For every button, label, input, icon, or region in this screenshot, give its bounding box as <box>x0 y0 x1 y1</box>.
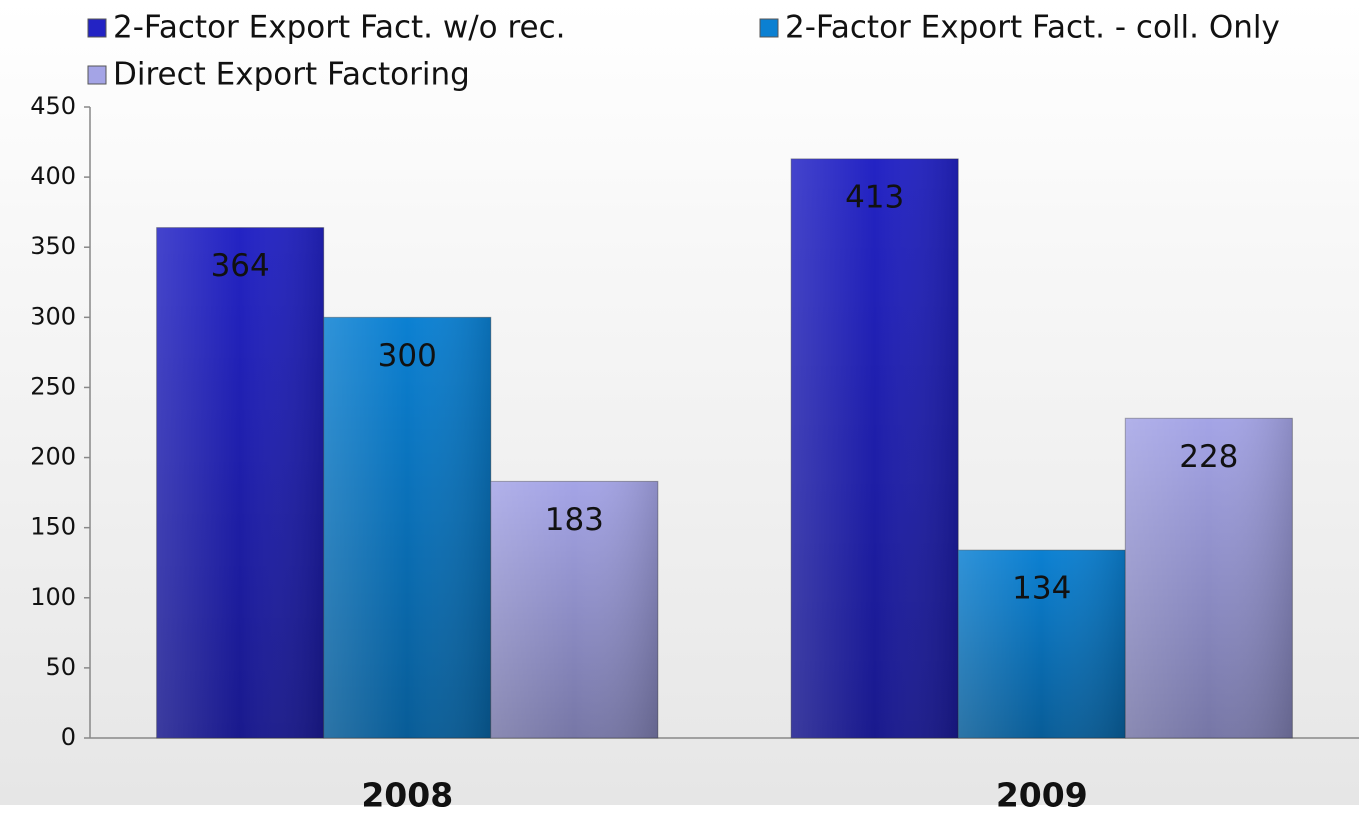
legend-marker <box>87 18 107 38</box>
value-label: 228 <box>1179 439 1238 475</box>
y-tick-label: 0 <box>61 723 76 751</box>
y-tick-label: 200 <box>30 443 76 471</box>
x-tick-label: 2008 <box>361 776 453 815</box>
value-label: 413 <box>845 179 904 215</box>
legend-label: 2-Factor Export Fact. - coll. Only <box>785 10 1280 46</box>
value-label: 364 <box>211 248 270 284</box>
y-tick-label: 100 <box>30 583 76 611</box>
legend-marker <box>759 18 779 38</box>
legend-label: Direct Export Factoring <box>113 57 470 93</box>
bar-shade <box>791 158 959 739</box>
value-label: 134 <box>1012 571 1071 607</box>
bar-shade <box>1125 418 1293 738</box>
y-tick-label: 450 <box>30 92 76 120</box>
value-label: 300 <box>378 338 437 374</box>
bar-shade <box>958 550 1126 738</box>
y-tick-label: 300 <box>30 302 76 330</box>
y-tick-label: 250 <box>30 372 76 400</box>
bar-shade <box>323 317 491 738</box>
value-label: 183 <box>545 502 604 538</box>
legend-label: 2-Factor Export Fact. w/o rec. <box>113 10 566 46</box>
x-tick-label: 2009 <box>996 776 1088 815</box>
bar-shade <box>490 481 658 738</box>
y-tick-label: 350 <box>30 232 76 260</box>
y-tick-label: 400 <box>30 162 76 190</box>
legend-marker <box>87 65 107 85</box>
y-tick-label: 50 <box>45 653 76 681</box>
bar-shade <box>156 227 324 738</box>
y-tick-label: 150 <box>30 513 76 541</box>
